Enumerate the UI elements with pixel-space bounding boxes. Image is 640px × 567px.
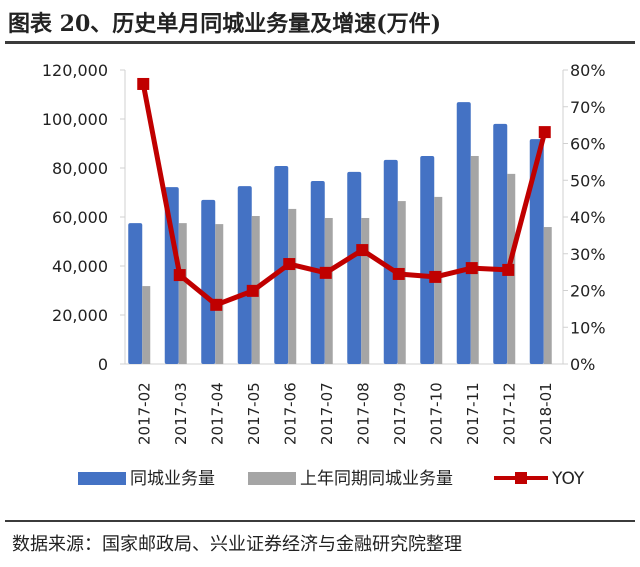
yoy-marker (283, 258, 296, 271)
bar-last-year (397, 201, 406, 364)
bar-last-year (324, 217, 333, 364)
x-tick-label: 2017-07 (318, 382, 336, 445)
bar-current (420, 155, 435, 364)
left-tick-label: 0 (98, 355, 108, 374)
bar-current (529, 139, 544, 364)
left-tick-label: 80,000 (52, 159, 108, 178)
yoy-marker (429, 270, 442, 283)
left-tick-label: 100,000 (42, 110, 108, 129)
right-tick-label: 70% (570, 98, 606, 117)
title-divider (5, 41, 635, 44)
yoy-marker (210, 298, 223, 311)
bar-current (128, 223, 143, 364)
bar-current (456, 102, 471, 364)
bar-last-year (215, 224, 224, 364)
x-tick-label: 2017-04 (208, 382, 226, 445)
right-tick-label: 20% (570, 282, 606, 301)
right-tick-label: 0% (570, 355, 595, 374)
bar-last-year (178, 223, 187, 364)
bar-current (201, 199, 216, 364)
bar-last-year (470, 155, 479, 364)
right-tick-label: 30% (570, 245, 606, 264)
yoy-marker (465, 262, 478, 275)
x-tick-label: 2017-11 (464, 382, 482, 445)
x-tick-label: 2017-10 (427, 382, 445, 445)
bar-current (347, 171, 362, 364)
x-tick-label: 2017-06 (281, 382, 299, 445)
yoy-marker (502, 263, 515, 276)
chart: 0 20,000 40,000 60,000 80,000 100,000 120,000 0… (42, 61, 606, 489)
bar-last-year (142, 286, 151, 364)
right-tick-label: 40% (570, 208, 606, 227)
yoy-marker (356, 244, 369, 257)
yoy-marker (392, 267, 405, 280)
x-tick-label: 2017-08 (354, 382, 372, 445)
x-tick-label: 2017-12 (500, 382, 518, 445)
bar-current (383, 159, 398, 364)
x-tick-label: 2017-03 (172, 382, 190, 445)
yoy-line (140, 83, 548, 308)
yoy-marker (538, 126, 551, 139)
bar-last-year (361, 217, 370, 364)
right-tick-label: 50% (570, 171, 606, 190)
legend-label-current: 同城业务量 (130, 469, 215, 489)
right-tick-label: 80% (570, 61, 606, 80)
left-tick-label: 20,000 (52, 306, 108, 325)
source-note: 数据来源：国家邮政局、兴业证券经济与金融研究院整理 (12, 534, 462, 555)
bar-current (237, 186, 252, 364)
legend-label-last-year: 上年同期同城业务量 (300, 469, 453, 489)
bar-last-year (543, 227, 552, 364)
x-tick-label: 2017-05 (245, 382, 263, 445)
source-divider (5, 520, 635, 522)
legend-label-yoy: YOY (551, 469, 585, 489)
left-tick-label: 120,000 (42, 61, 108, 80)
yoy-marker (137, 77, 150, 90)
bar-current (164, 187, 179, 364)
left-tick-label: 40,000 (52, 257, 108, 276)
legend-swatch-last-year (248, 472, 296, 485)
x-tick-label: 2017-02 (135, 382, 153, 445)
yoy-marker (173, 269, 186, 282)
x-tick-label: 2017-09 (391, 382, 409, 445)
yoy-marker (246, 284, 259, 297)
bar-current (274, 166, 289, 364)
chart-title: 图表 20、历史单月同城业务量及增速(万件) (8, 11, 442, 37)
yoy-marker (319, 266, 332, 279)
right-tick-label: 60% (570, 135, 606, 154)
left-tick-label: 60,000 (52, 208, 108, 227)
x-tick-label: 2018-01 (537, 382, 555, 445)
bar-last-year (288, 208, 297, 364)
legend-marker-yoy (515, 472, 527, 484)
legend-swatch-current (78, 472, 126, 485)
right-tick-label: 10% (570, 318, 606, 337)
bar-current (493, 123, 508, 365)
